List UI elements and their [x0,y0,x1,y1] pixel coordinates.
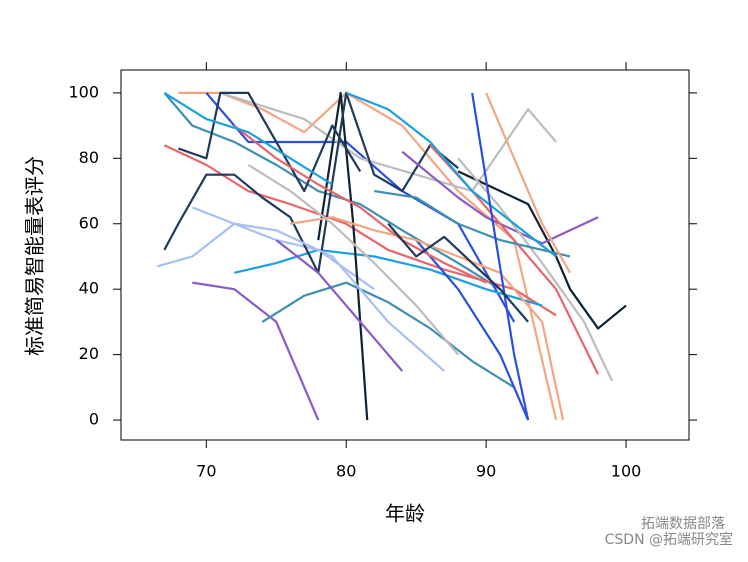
series-line [157,222,375,291]
series-line [401,150,599,245]
y-tick-label: 20 [79,344,99,363]
series-line [415,239,530,421]
series-line [177,91,362,193]
watermark-brand: 拓端数据部落 [641,516,725,532]
x-axis-label: 年龄 [385,502,425,526]
x-tick-label: 80 [336,462,356,481]
series-line [275,239,404,372]
watermark-source: CSDN @拓端研究室 [605,531,733,548]
series-line [261,281,515,389]
plot-frame [120,69,690,441]
series-line [191,206,445,372]
series-line [345,91,557,258]
series-line [220,91,557,193]
series-line [457,170,627,330]
series-line [457,157,614,382]
y-tick-label: 100 [68,82,99,101]
series-line [163,92,501,291]
series-line [192,281,320,421]
x-tick-label: 100 [611,462,642,481]
series-line [471,92,530,421]
y-tick-label: 60 [79,213,99,232]
series-line [485,92,572,274]
y-axis-label: 标准简易智能量表评分 [23,156,47,356]
series-line [234,248,543,307]
series-line [290,216,565,421]
series-line [163,91,459,274]
series-line [233,124,487,284]
series-line [387,223,529,323]
x-tick-label: 90 [476,462,496,481]
series-line [429,144,600,375]
series-line [247,163,459,356]
y-tick-label: 80 [79,148,99,167]
y-tick-label: 40 [79,279,99,298]
x-tick-label: 70 [196,462,216,481]
y-tick-label: 0 [89,410,99,429]
series-line [374,189,571,258]
series-line [163,91,333,186]
